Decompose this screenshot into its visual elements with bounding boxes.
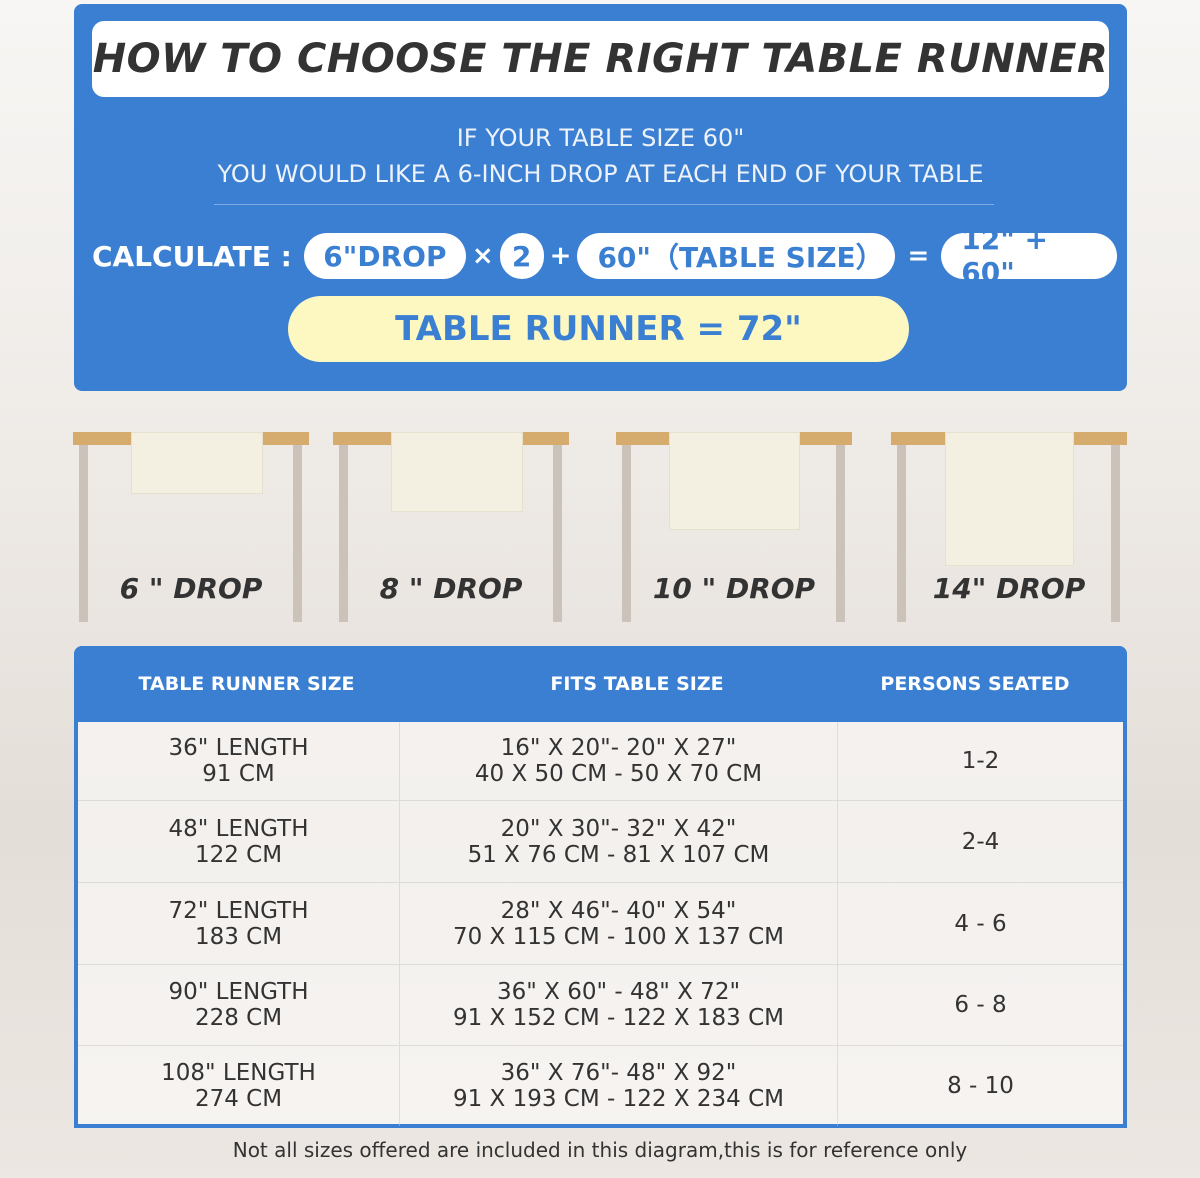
persons-value: 6 - 8 xyxy=(954,992,1007,1018)
runner-drop xyxy=(669,432,800,530)
persons-cell: 2-4 xyxy=(838,801,1123,882)
drop-pill: 6"DROP xyxy=(303,233,466,279)
table-leg xyxy=(897,445,906,622)
runner-size-in: 90" LENGTH xyxy=(168,979,309,1005)
table-row: 36" LENGTH 91 CM 16" X 20"- 20" X 27" 40 X… xyxy=(78,722,1123,800)
table-row: 108" LENGTH 274 CM 36" X 76"- 48" X 92" 91… xyxy=(78,1045,1123,1126)
times-sign: × xyxy=(471,241,494,271)
persons-value: 4 - 6 xyxy=(954,910,1007,937)
fits-cell: 16" X 20"- 20" X 27" 40 X 50 CM - 50 X 70… xyxy=(400,722,838,800)
sum-pill: 12" + 60" xyxy=(941,223,1118,289)
table-illustration: 10 " DROP xyxy=(616,432,852,622)
table-leg xyxy=(79,445,88,622)
size-table: TABLE RUNNER SIZE FITS TABLE SIZE PERSON… xyxy=(74,646,1127,1128)
runner-size-cell: 48" LENGTH 122 CM xyxy=(78,801,400,882)
persons-value: 2-4 xyxy=(961,828,1000,855)
table-illustration: 14" DROP xyxy=(891,432,1127,622)
drop-label: 6 " DROP xyxy=(119,572,263,605)
title-box: HOW TO CHOOSE THE RIGHT TABLE RUNNER xyxy=(92,21,1109,97)
fits-cm: 91 X 193 CM - 122 X 234 CM xyxy=(452,1086,785,1112)
fits-cell: 36" X 60" - 48" X 72" 91 X 152 CM - 122 X… xyxy=(400,965,838,1045)
runner-size-in: 108" LENGTH xyxy=(161,1060,316,1086)
table-leg xyxy=(553,445,562,622)
fits-in: 16" X 20"- 20" X 27" xyxy=(500,735,737,761)
equals-sign: = xyxy=(907,241,930,271)
persons-cell: 1-2 xyxy=(838,722,1123,800)
header-runner-size: TABLE RUNNER SIZE xyxy=(138,673,355,695)
fits-cm: 40 X 50 CM - 50 X 70 CM xyxy=(474,761,763,787)
persons-value: 8 - 10 xyxy=(947,1073,1014,1099)
fits-cm: 70 X 115 CM - 100 X 137 CM xyxy=(452,923,785,950)
fits-cm: 51 X 76 CM - 81 X 107 CM xyxy=(467,841,770,868)
fits-cell: 36" X 76"- 48" X 92" 91 X 193 CM - 122 X … xyxy=(400,1046,838,1126)
runner-size-cell: 90" LENGTH 228 CM xyxy=(78,965,400,1045)
runner-size-cm: 274 CM xyxy=(194,1086,283,1112)
subtitle-line1: IF YOUR TABLE SIZE 60" xyxy=(456,124,745,152)
result-pill: TABLE RUNNER = 72" xyxy=(288,296,909,362)
fits-cm: 91 X 152 CM - 122 X 183 CM xyxy=(452,1005,785,1031)
runner-drop xyxy=(945,432,1074,566)
table-leg xyxy=(339,445,348,622)
runner-size-cm: 122 CM xyxy=(194,841,283,868)
fits-in: 28" X 46"- 40" X 54" xyxy=(500,897,737,924)
table-row: 90" LENGTH 228 CM 36" X 60" - 48" X 72" 91… xyxy=(78,964,1123,1045)
runner-size-cm: 228 CM xyxy=(194,1005,283,1031)
table-leg xyxy=(622,445,631,622)
table-leg xyxy=(293,445,302,622)
table-size-pill: 60"（TABLE SIZE） xyxy=(577,233,896,279)
table-leg xyxy=(836,445,845,622)
fits-cell: 28" X 46"- 40" X 54" 70 X 115 CM - 100 X … xyxy=(400,883,838,964)
page-title: HOW TO CHOOSE THE RIGHT TABLE RUNNER xyxy=(92,36,1109,82)
header-fits-table: FITS TABLE SIZE xyxy=(550,673,724,695)
runner-size-cell: 36" LENGTH 91 CM xyxy=(78,722,400,800)
fits-in: 36" X 76"- 48" X 92" xyxy=(500,1060,737,1086)
table-illustration: 6 " DROP xyxy=(73,432,309,622)
persons-value: 1-2 xyxy=(961,748,1000,774)
plus-sign: + xyxy=(549,241,572,271)
runner-size-in: 36" LENGTH xyxy=(168,735,309,761)
table-illustration: 8 " DROP xyxy=(333,432,569,622)
fits-in: 20" X 30"- 32" X 42" xyxy=(500,815,737,842)
multiplier-pill: 2 xyxy=(499,233,544,279)
calculate-label: CALCULATE : xyxy=(92,239,292,273)
fits-in: 36" X 60" - 48" X 72" xyxy=(496,979,741,1005)
runner-size-in: 72" LENGTH xyxy=(168,897,309,924)
table-row: 72" LENGTH 183 CM 28" X 46"- 40" X 54" 70 … xyxy=(78,882,1123,964)
drop-label: 10 " DROP xyxy=(652,572,816,605)
runner-size-cm: 183 CM xyxy=(194,923,283,950)
footnote: Not all sizes offered are included in th… xyxy=(232,1138,968,1162)
runner-size-cell: 108" LENGTH 274 CM xyxy=(78,1046,400,1126)
calculation-panel: HOW TO CHOOSE THE RIGHT TABLE RUNNER IF … xyxy=(74,4,1127,391)
header-persons: PERSONS SEATED xyxy=(880,673,1070,695)
calculation-row: CALCULATE : 6"DROP × 2 + 60"（TABLE SIZE）… xyxy=(92,223,1118,289)
subtitle-line2: YOU WOULD LIKE A 6-INCH DROP AT EACH END… xyxy=(217,160,984,188)
persons-cell: 8 - 10 xyxy=(838,1046,1123,1126)
runner-size-cm: 91 CM xyxy=(202,761,275,787)
runner-drop xyxy=(391,432,523,512)
table-header: TABLE RUNNER SIZE FITS TABLE SIZE PERSON… xyxy=(74,646,1127,722)
runner-drop xyxy=(131,432,263,494)
runner-size-cell: 72" LENGTH 183 CM xyxy=(78,883,400,964)
fits-cell: 20" X 30"- 32" X 42" 51 X 76 CM - 81 X 10… xyxy=(400,801,838,882)
persons-cell: 4 - 6 xyxy=(838,883,1123,964)
persons-cell: 6 - 8 xyxy=(838,965,1123,1045)
drop-label: 14" DROP xyxy=(932,572,1086,605)
runner-size-in: 48" LENGTH xyxy=(168,815,309,842)
drop-label: 8 " DROP xyxy=(379,572,523,605)
table-row: 48" LENGTH 122 CM 20" X 30"- 32" X 42" 51 … xyxy=(78,800,1123,882)
table-leg xyxy=(1111,445,1120,622)
divider xyxy=(214,204,994,205)
